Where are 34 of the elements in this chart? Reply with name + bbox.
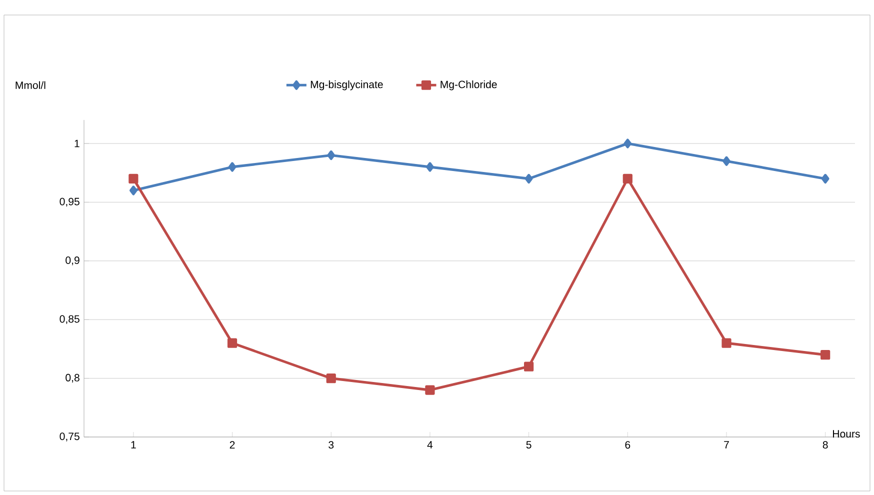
x-tick-label: 1: [131, 441, 136, 448]
x-tick-label: 2: [230, 441, 235, 448]
x-tick-label: 4: [427, 441, 433, 448]
x-tick-label: 5: [526, 441, 532, 449]
x-tick-label: 7: [724, 441, 729, 448]
point: [128, 174, 138, 184]
point: [624, 138, 632, 148]
legend-label: Mg-Chloride: [440, 80, 497, 90]
point: [722, 156, 730, 166]
point: [524, 174, 533, 184]
point: [426, 162, 434, 172]
x-axis-title: Hours: [833, 430, 860, 438]
point: [130, 186, 138, 196]
y-tick-label: 0,85: [60, 315, 80, 324]
point: [227, 338, 238, 348]
y-tick-label: 1: [74, 140, 80, 148]
x-tick-label: 8: [822, 441, 828, 449]
point: [821, 174, 830, 184]
point: [820, 350, 830, 360]
y-tick-label: 0,95: [60, 198, 80, 207]
y-tick-label: 0,75: [60, 432, 80, 442]
point: [524, 362, 534, 372]
y-tick-label: 0,9: [66, 256, 80, 266]
point: [228, 162, 236, 172]
point: [326, 373, 336, 384]
point: [425, 385, 435, 395]
x-tick-label: 3: [328, 441, 334, 449]
x-tick-label: 6: [625, 441, 630, 449]
point: [622, 174, 632, 184]
y-axis-title: Mmol/l: [16, 81, 46, 90]
y-tick-label: 0,8: [66, 374, 80, 383]
point: [722, 338, 732, 348]
point: [327, 150, 336, 160]
legend-label: Mg-bisglycinate: [310, 80, 383, 90]
